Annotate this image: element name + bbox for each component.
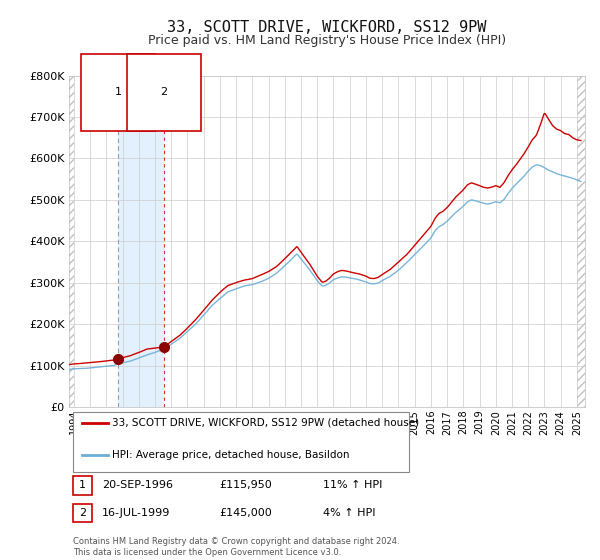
Text: 2: 2 [160, 87, 167, 97]
Text: 33, SCOTT DRIVE, WICKFORD, SS12 9PW (detached house): 33, SCOTT DRIVE, WICKFORD, SS12 9PW (det… [112, 418, 419, 428]
Text: £145,000: £145,000 [220, 508, 272, 518]
Text: £115,950: £115,950 [220, 480, 272, 491]
Text: 1: 1 [115, 87, 122, 97]
FancyBboxPatch shape [73, 476, 92, 494]
Text: 20-SEP-1996: 20-SEP-1996 [101, 480, 173, 491]
Text: Price paid vs. HM Land Registry's House Price Index (HPI): Price paid vs. HM Land Registry's House … [148, 34, 506, 46]
FancyBboxPatch shape [73, 412, 409, 472]
Text: HPI: Average price, detached house, Basildon: HPI: Average price, detached house, Basi… [112, 450, 349, 460]
Text: 2: 2 [79, 508, 86, 518]
Text: Contains HM Land Registry data © Crown copyright and database right 2024.
This d: Contains HM Land Registry data © Crown c… [73, 538, 400, 557]
Text: 4% ↑ HPI: 4% ↑ HPI [323, 508, 375, 518]
Text: 16-JUL-1999: 16-JUL-1999 [101, 508, 170, 518]
Text: 1: 1 [79, 480, 86, 491]
Text: 33, SCOTT DRIVE, WICKFORD, SS12 9PW: 33, SCOTT DRIVE, WICKFORD, SS12 9PW [167, 20, 487, 35]
FancyBboxPatch shape [73, 504, 92, 522]
Bar [118, 76, 164, 407]
Text: 11% ↑ HPI: 11% ↑ HPI [323, 480, 382, 491]
